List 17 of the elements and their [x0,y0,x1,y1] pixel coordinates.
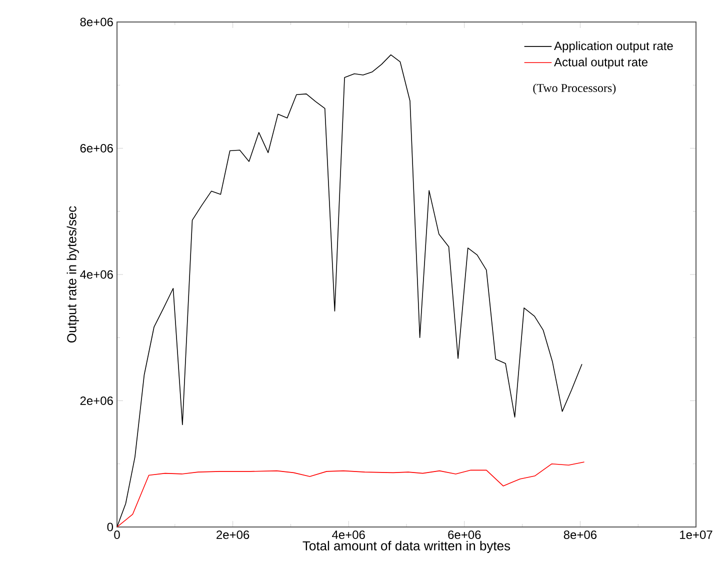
x-tick-label: 4e+06 [332,530,365,540]
y-tick-label: 8e+06 [80,18,113,26]
y-tick-label: 4e+06 [80,270,113,279]
y-tick-label: 0 [107,522,114,532]
y-tick-label: 6e+06 [80,144,113,152]
x-axis-title: Total amount of data written in bytes [302,540,510,553]
line-series [117,462,585,527]
x-tick-label: 2e+06 [216,530,250,540]
x-tick-label: 6e+06 [448,530,481,540]
x-tick-label: 8e+06 [564,530,597,540]
legend-label: Actual output rate [554,58,648,69]
y-tick-label: 2e+06 [80,396,113,405]
x-tick-label: 1e+07 [680,530,712,540]
y-axis-title: Output rate in bytes/sec [66,206,79,343]
annotation: (Two Processors) [533,84,616,94]
x-tick-label: 0 [114,530,120,540]
legend-label: Application output rate [554,41,673,53]
